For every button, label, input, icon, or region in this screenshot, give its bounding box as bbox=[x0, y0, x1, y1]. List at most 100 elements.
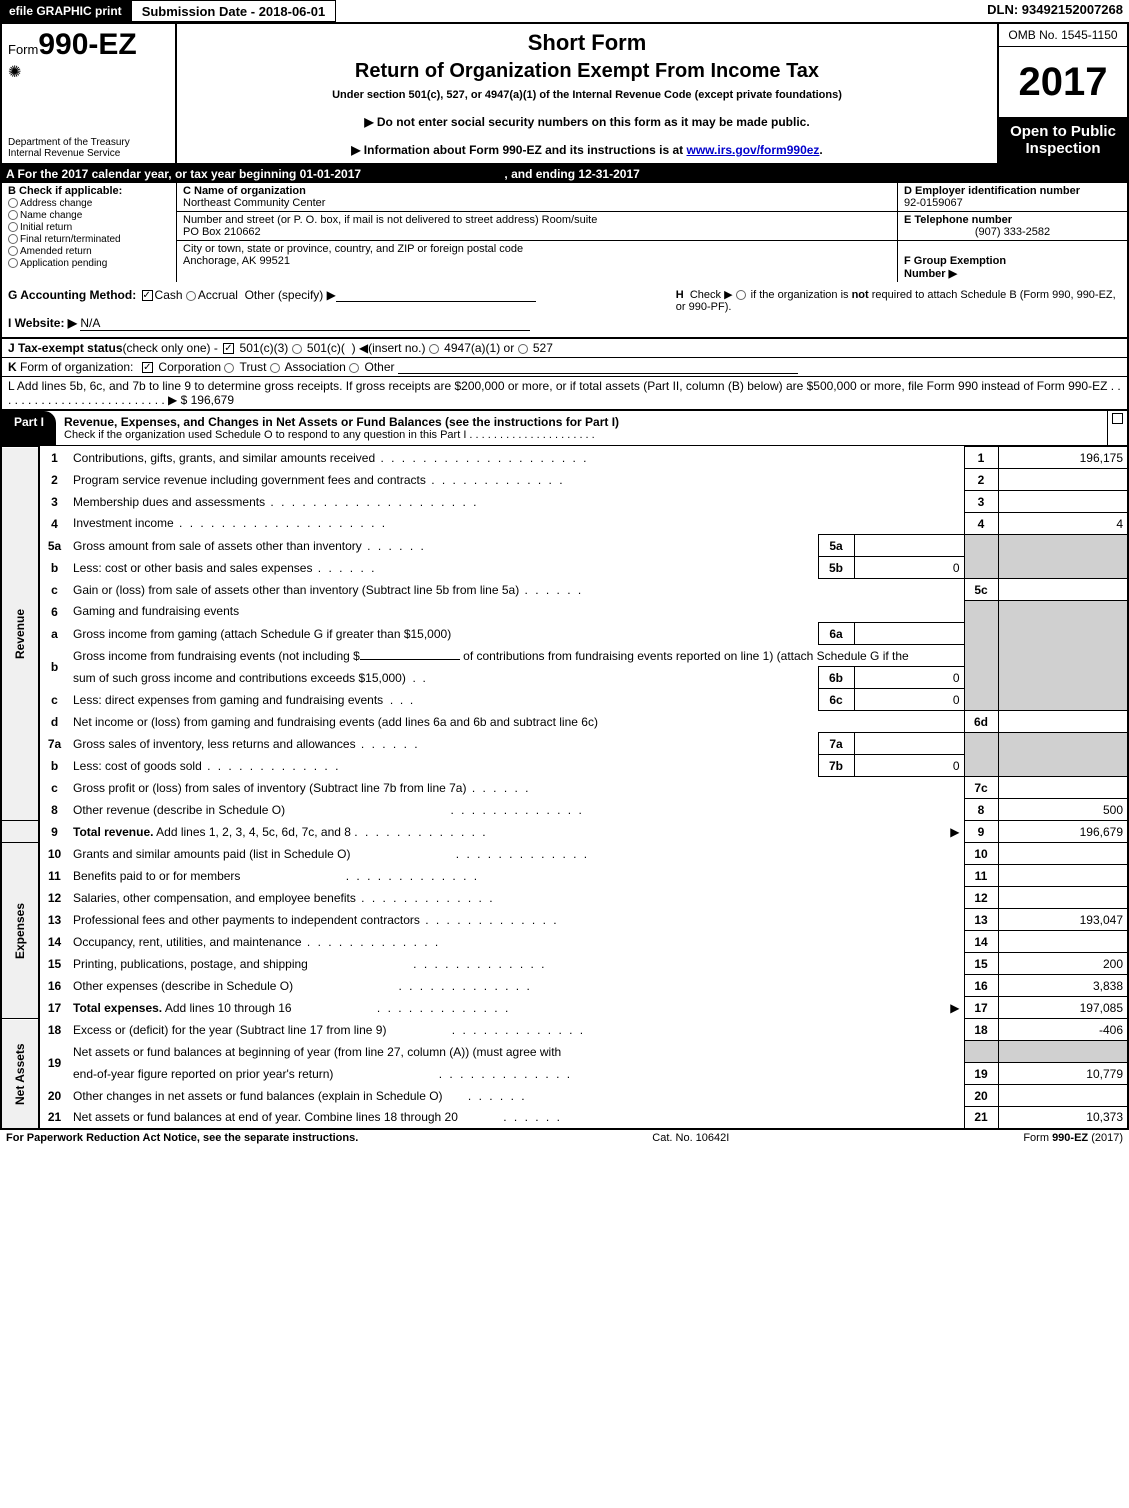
ln-19-grey bbox=[964, 1041, 998, 1063]
ln-6c-inum: 6c bbox=[818, 689, 854, 711]
col-cde: C Name of organization Northeast Communi… bbox=[177, 183, 897, 282]
ln-12-txt: Salaries, other compensation, and employ… bbox=[69, 887, 964, 909]
chk-h[interactable] bbox=[736, 290, 746, 300]
ln-17-txt: Total expenses. Add lines 10 through 16 bbox=[69, 997, 964, 1019]
ln-15-num: 15 bbox=[39, 953, 69, 975]
tax-year: 2017 bbox=[999, 47, 1127, 117]
ln-19-txt1: Net assets or fund balances at beginning… bbox=[69, 1041, 964, 1063]
ln-8-outnum: 8 bbox=[964, 799, 998, 821]
ln-21-outnum: 21 bbox=[964, 1107, 998, 1129]
form-prefix: Form bbox=[8, 42, 38, 57]
ln-5a-inum: 5a bbox=[818, 535, 854, 557]
e-row: E Telephone number (907) 333-2582 bbox=[898, 212, 1127, 241]
b-label: B Check if applicable: bbox=[8, 185, 170, 197]
ln-5b-num: b bbox=[39, 557, 69, 579]
ln-20-num: 20 bbox=[39, 1085, 69, 1107]
a-begin: A For the 2017 calendar year, or tax yea… bbox=[6, 167, 361, 181]
chk-4947[interactable] bbox=[429, 344, 439, 354]
part1-check[interactable] bbox=[1107, 411, 1127, 445]
ln-16-txt: Other expenses (describe in Schedule O) bbox=[69, 975, 964, 997]
phone-value: (907) 333-2582 bbox=[904, 226, 1121, 238]
ln-14-outnum: 14 bbox=[964, 931, 998, 953]
g-box: G Accounting Method: Cash Accrual Other … bbox=[8, 288, 676, 331]
ln-6d-txt: Net income or (loss) from gaming and fun… bbox=[69, 711, 964, 733]
ln-21-num: 21 bbox=[39, 1107, 69, 1129]
ln-17-outnum: 17 bbox=[964, 997, 998, 1019]
ln-11-outnum: 11 bbox=[964, 865, 998, 887]
chk-final-return[interactable]: Final return/terminated bbox=[8, 234, 170, 245]
h-box: H Check ▶ if the organization is not req… bbox=[676, 288, 1121, 331]
ln-6-num: 6 bbox=[39, 601, 69, 623]
ln-14-txt: Occupancy, rent, utilities, and maintena… bbox=[69, 931, 964, 953]
ln-5c-val bbox=[998, 579, 1128, 601]
ln-6d-num: d bbox=[39, 711, 69, 733]
ln-2-val bbox=[998, 469, 1128, 491]
ln-6c-ival: 0 bbox=[854, 689, 964, 711]
ln-9-outnum: 9 bbox=[964, 821, 998, 843]
ln-18-txt: Excess or (deficit) for the year (Subtra… bbox=[69, 1019, 964, 1041]
chk-application-pending[interactable]: Application pending bbox=[8, 258, 170, 269]
ln-8-num: 8 bbox=[39, 799, 69, 821]
chk-527[interactable] bbox=[518, 344, 528, 354]
ln-7c-val bbox=[998, 777, 1128, 799]
omb-number: OMB No. 1545-1150 bbox=[999, 24, 1127, 47]
chk-assoc[interactable] bbox=[270, 363, 280, 373]
ln-18-val: -406 bbox=[998, 1019, 1128, 1041]
ln-16-val: 3,838 bbox=[998, 975, 1128, 997]
chk-name-change[interactable]: Name change bbox=[8, 210, 170, 221]
ln-13-outnum: 13 bbox=[964, 909, 998, 931]
info-link[interactable]: www.irs.gov/form990ez bbox=[686, 143, 819, 157]
right-box: OMB No. 1545-1150 2017 Open to Public In… bbox=[997, 24, 1127, 163]
ln-12-num: 12 bbox=[39, 887, 69, 909]
chk-501c3[interactable] bbox=[223, 343, 234, 354]
chk-trust[interactable] bbox=[224, 363, 234, 373]
ln-6a-num: a bbox=[39, 623, 69, 645]
submission-date-button[interactable]: Submission Date - 2018-06-01 bbox=[131, 0, 337, 22]
ln-14-val bbox=[998, 931, 1128, 953]
ln-4-outnum: 4 bbox=[964, 513, 998, 535]
ln-18-num: 18 bbox=[39, 1019, 69, 1041]
other-label: Other (specify) ▶ bbox=[245, 288, 336, 302]
dept-treasury: Department of the Treasury Internal Reve… bbox=[8, 137, 167, 159]
ln-2-num: 2 bbox=[39, 469, 69, 491]
ln-3-outnum: 3 bbox=[964, 491, 998, 513]
ln-6b-num: b bbox=[39, 645, 69, 689]
efile-graphic-print-button[interactable]: efile GRAPHIC print bbox=[0, 0, 131, 22]
ln-5c-outnum: 5c bbox=[964, 579, 998, 601]
chk-address-change[interactable]: Address change bbox=[8, 198, 170, 209]
j-row: J Tax-exempt status(check only one) - 50… bbox=[0, 339, 1129, 358]
ln-6a-txt: Gross income from gaming (attach Schedul… bbox=[69, 623, 818, 645]
h-text: H Check ▶ if the organization is not req… bbox=[676, 289, 1116, 313]
chk-corp[interactable] bbox=[142, 362, 153, 373]
info-grid: B Check if applicable: Address change Na… bbox=[0, 183, 1129, 282]
chk-initial-return[interactable]: Initial return bbox=[8, 222, 170, 233]
website-value: N/A bbox=[80, 316, 530, 331]
ln-10-txt: Grants and similar amounts paid (list in… bbox=[69, 843, 964, 865]
chk-cash[interactable] bbox=[142, 290, 153, 301]
info-line: ▶ Information about Form 990-EZ and its … bbox=[187, 143, 987, 157]
revenue-label: Revenue bbox=[1, 447, 39, 821]
ln-3-val bbox=[998, 491, 1128, 513]
ln-5c-num: c bbox=[39, 579, 69, 601]
ln-1-num: 1 bbox=[39, 447, 69, 469]
chk-amended-return[interactable]: Amended return bbox=[8, 246, 170, 257]
chk-accrual[interactable] bbox=[186, 291, 196, 301]
ln-13-txt: Professional fees and other payments to … bbox=[69, 909, 964, 931]
c-label: C Name of organization bbox=[183, 185, 891, 197]
ln-9-val: 196,679 bbox=[998, 821, 1128, 843]
ln-10-val bbox=[998, 843, 1128, 865]
ln-1-txt: Contributions, gifts, grants, and simila… bbox=[69, 447, 964, 469]
title-box: Short Form Return of Organization Exempt… bbox=[177, 24, 997, 163]
ln-20-outnum: 20 bbox=[964, 1085, 998, 1107]
chk-501c[interactable] bbox=[292, 344, 302, 354]
ln-5a-num: 5a bbox=[39, 535, 69, 557]
ln-15-outnum: 15 bbox=[964, 953, 998, 975]
ln-15-txt: Printing, publications, postage, and shi… bbox=[69, 953, 964, 975]
form-id-box: Form990-EZ ✺ Department of the Treasury … bbox=[2, 24, 177, 163]
chk-other-org[interactable] bbox=[349, 363, 359, 373]
ln-1-val: 196,175 bbox=[998, 447, 1128, 469]
ln-3-num: 3 bbox=[39, 491, 69, 513]
ln-8-val: 500 bbox=[998, 799, 1128, 821]
ln-16-num: 16 bbox=[39, 975, 69, 997]
ln-7ab-grey-val bbox=[998, 733, 1128, 777]
